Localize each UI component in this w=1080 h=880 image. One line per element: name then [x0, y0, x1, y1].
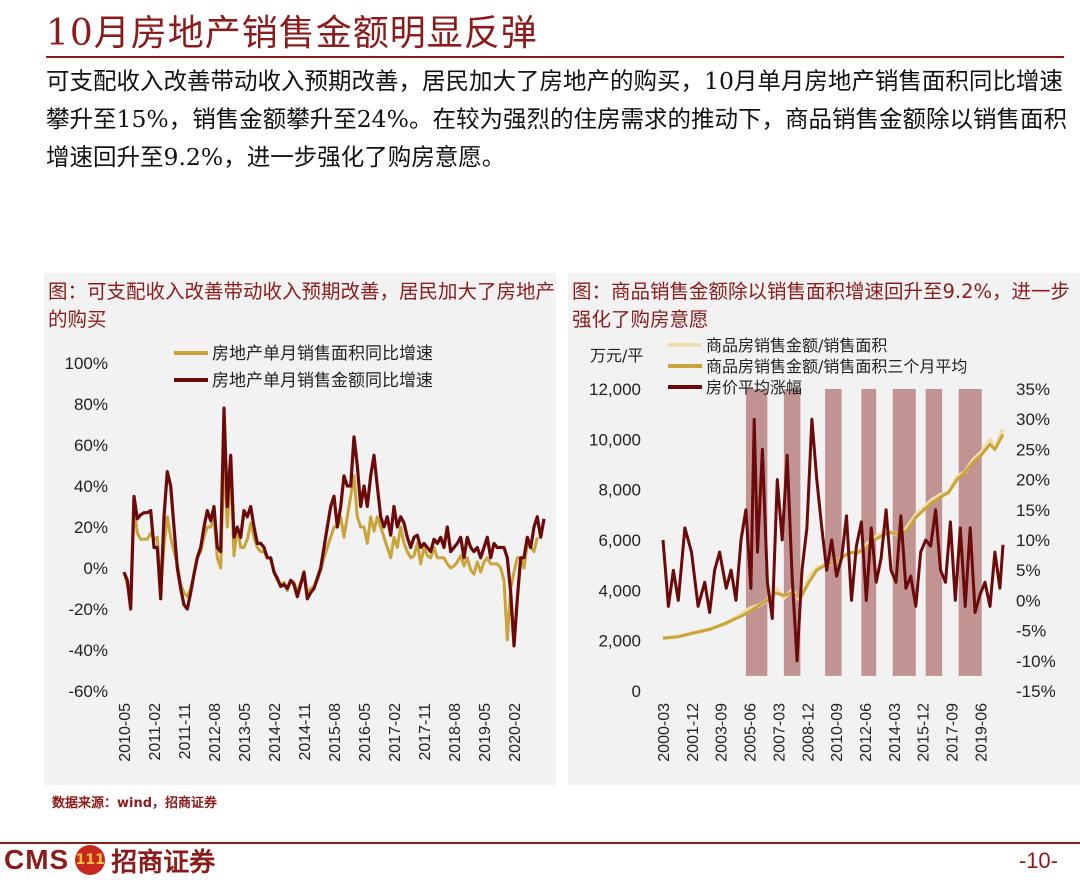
y-tick-label-left: 2,000	[598, 632, 641, 651]
y-tick-label: 80%	[74, 395, 108, 414]
y-tick-label-right: -10%	[1016, 652, 1056, 671]
x-tick-label: 2013-05	[237, 703, 254, 762]
logo-emblem-icon: 111	[75, 845, 106, 875]
x-tick-label: 2020-02	[507, 703, 524, 762]
company-logo: CMS 111 招商证券	[4, 842, 215, 878]
data-source: 数据来源：wind，招商证券	[52, 796, 218, 811]
y-tick-label: 20%	[74, 518, 108, 537]
chart-title-right: 图：商品销售金额除以销售面积增速回升至9.2%，进一步强化了购房意愿	[572, 280, 1071, 331]
y-tick-label: -20%	[68, 600, 108, 619]
x-tick-label: 2011-11	[177, 703, 194, 759]
y-tick-label-right: 5%	[1016, 561, 1041, 580]
y-tick-label-left: 8,000	[598, 481, 641, 500]
x-tick-label: 2017-11	[417, 703, 434, 761]
y-tick-label-right: 0%	[1016, 591, 1041, 610]
shaded-period	[861, 389, 877, 676]
y-tick-label-right: 15%	[1016, 501, 1050, 520]
x-tick-label: 2014-03	[887, 703, 904, 762]
chart-right-svg: 万元/平 12,000 10,000 8,000 6,000 4,000 2,000 0 35%…	[589, 336, 1056, 762]
y-tick-label-right: 35%	[1016, 380, 1050, 399]
y-tick-label-left: 0	[632, 682, 641, 701]
chart-panel-right: 图：商品销售金额除以销售面积增速回升至9.2%，进一步强化了购房意愿 万元/平 1…	[568, 273, 1080, 785]
x-tick-label: 2012-06	[858, 703, 875, 762]
x-tick-label: 2008-12	[800, 703, 817, 762]
x-tick-label: 2019-06	[973, 703, 990, 762]
series-line	[661, 417, 1005, 663]
x-tick-label: 2015-08	[327, 703, 344, 762]
y-tick-label: 100%	[65, 354, 108, 373]
y-tick-label-right: 20%	[1016, 471, 1050, 490]
x-tick-label: 2015-12	[916, 703, 933, 762]
series-line	[122, 406, 546, 648]
x-tick-label: 2012-08	[207, 703, 224, 762]
y-tick-label-left: 12,000	[589, 380, 641, 399]
y-tick-label-right: 10%	[1016, 531, 1050, 550]
y-tick-label-left: 4,000	[598, 581, 641, 600]
legend-label: 房地产单月销售面积同比增速	[212, 344, 433, 364]
y-tick-label: 0%	[83, 559, 108, 578]
x-tick-label: 2000-03	[656, 703, 673, 762]
y-tick-label-right: -5%	[1016, 622, 1046, 641]
x-tick-label: 2017-09	[945, 703, 962, 762]
x-tick-label: 2010-05	[117, 703, 134, 762]
x-tick-label: 2016-05	[357, 703, 374, 762]
y-tick-label-left: 10,000	[589, 430, 641, 449]
y-tick-label-right: 30%	[1016, 410, 1050, 429]
legend-label: 商品房销售金额/销售面积三个月平均	[706, 357, 967, 376]
logo-cms-text: CMS	[4, 844, 70, 875]
y-axis-label-left: 万元/平	[590, 346, 643, 365]
x-tick-label: 2014-02	[267, 703, 284, 762]
legend-label: 房价平均涨幅	[706, 378, 802, 397]
chart-title-left: 图：可支配收入改善带动收入预期改善，居民加大了房地产的购买	[48, 280, 556, 331]
y-tick-label: 60%	[74, 436, 108, 455]
y-tick-label-right: -15%	[1016, 682, 1056, 701]
footer-divider	[0, 842, 1080, 844]
x-tick-label: 2010-09	[829, 703, 846, 762]
chart-panel-left: 图：可支配收入改善带动收入预期改善，居民加大了房地产的购买 100% 80% 60%…	[44, 273, 556, 785]
x-tick-label: 2007-03	[771, 703, 788, 762]
x-tick-label: 2017-02	[387, 703, 404, 762]
y-tick-label: -60%	[68, 682, 108, 701]
y-tick-label-left: 6,000	[598, 531, 641, 550]
legend-label: 房地产单月销售金额同比增速	[212, 371, 433, 391]
x-tick-label: 2011-02	[147, 703, 164, 761]
x-tick-label: 2019-05	[477, 703, 494, 762]
legend-label: 商品房销售金额/销售面积	[706, 336, 887, 355]
y-tick-label: -40%	[68, 641, 108, 660]
x-tick-label: 2001-12	[685, 703, 702, 762]
y-tick-label: 40%	[74, 477, 108, 496]
x-tick-label: 2005-06	[743, 703, 760, 762]
summary-paragraph: 可支配收入改善带动收入预期改善，居民加大了房地产的购买，10月单月房地产销售面积…	[46, 67, 1067, 171]
x-tick-label: 2014-11	[297, 703, 314, 761]
shaded-period	[825, 389, 842, 676]
chart-left-svg: 100% 80% 60% 40% 20% 0% -20% -40% -60% 2010-05 201…	[65, 344, 546, 762]
logo-cn-text: 招商证券	[111, 847, 216, 878]
x-tick-label: 2018-08	[447, 703, 464, 762]
page-title: 10月房地产销售金额明显反弹	[46, 13, 538, 54]
title-divider	[46, 56, 1064, 58]
x-tick-label: 2003-09	[714, 703, 731, 762]
y-tick-label-right: 25%	[1016, 440, 1050, 459]
page-number: -10-	[1018, 848, 1058, 873]
